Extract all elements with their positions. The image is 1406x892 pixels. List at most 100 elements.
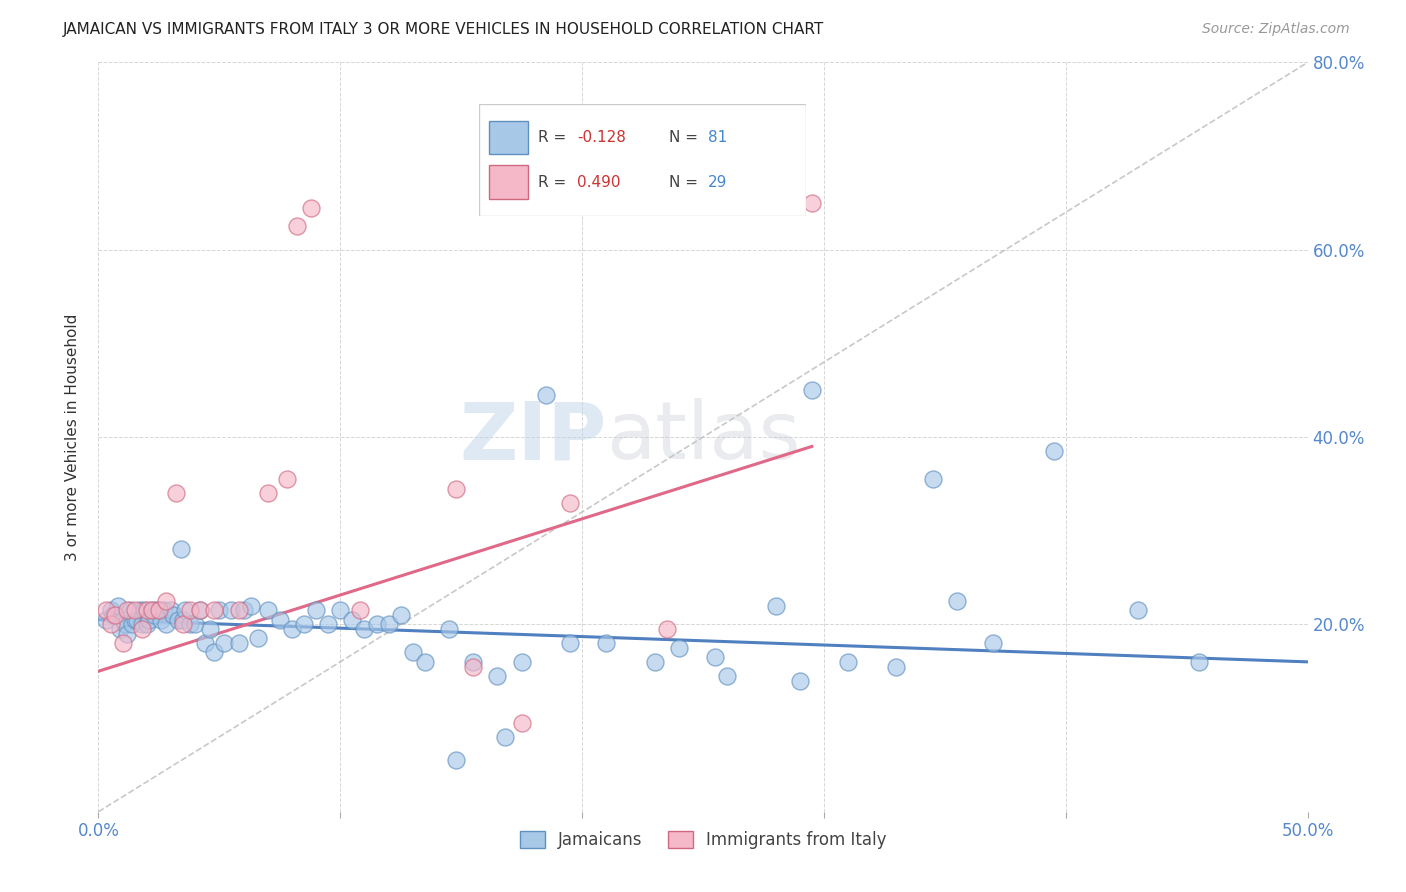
Point bbox=[704, 650, 727, 665]
Point bbox=[558, 496, 581, 510]
Point bbox=[437, 622, 460, 636]
Point bbox=[145, 603, 167, 617]
Point bbox=[946, 594, 969, 608]
Point bbox=[789, 673, 811, 688]
Point bbox=[305, 603, 328, 617]
Point bbox=[510, 715, 533, 730]
Point bbox=[1128, 603, 1150, 617]
Y-axis label: 3 or more Vehicles in Household: 3 or more Vehicles in Household bbox=[65, 313, 80, 561]
Point bbox=[184, 617, 207, 632]
Point bbox=[135, 603, 157, 617]
Point bbox=[114, 617, 136, 632]
Point bbox=[247, 632, 270, 646]
Point bbox=[281, 622, 304, 636]
Point bbox=[100, 617, 122, 632]
Point bbox=[174, 603, 197, 617]
Point bbox=[342, 613, 364, 627]
Point bbox=[124, 613, 146, 627]
Point bbox=[413, 655, 436, 669]
Point bbox=[162, 608, 184, 623]
Point bbox=[256, 603, 278, 617]
Point bbox=[141, 603, 163, 617]
Point bbox=[299, 201, 322, 215]
Point bbox=[837, 655, 859, 669]
Point bbox=[188, 603, 211, 617]
Point bbox=[921, 472, 943, 486]
Point bbox=[121, 617, 143, 632]
Point bbox=[1042, 444, 1064, 458]
Point bbox=[94, 613, 117, 627]
Point bbox=[232, 603, 254, 617]
Point bbox=[160, 603, 183, 617]
Point bbox=[198, 622, 221, 636]
Point bbox=[152, 603, 174, 617]
Point bbox=[101, 608, 124, 623]
Point bbox=[644, 655, 666, 669]
Point bbox=[118, 603, 141, 617]
Point bbox=[94, 603, 117, 617]
Point bbox=[117, 626, 139, 640]
Point bbox=[316, 617, 339, 632]
Point bbox=[135, 617, 157, 632]
Point bbox=[167, 613, 190, 627]
Point bbox=[212, 636, 235, 650]
Point bbox=[204, 603, 226, 617]
Point bbox=[169, 542, 191, 557]
Point bbox=[292, 617, 315, 632]
Point bbox=[148, 603, 170, 617]
Point bbox=[100, 603, 122, 617]
Point bbox=[127, 613, 149, 627]
Point bbox=[800, 195, 823, 210]
Point bbox=[228, 603, 250, 617]
Point bbox=[239, 599, 262, 613]
Point bbox=[558, 636, 581, 650]
Point bbox=[800, 384, 823, 398]
Point bbox=[165, 486, 187, 500]
Point bbox=[886, 659, 908, 673]
Point bbox=[981, 636, 1004, 650]
Point bbox=[486, 669, 509, 683]
Point bbox=[131, 622, 153, 636]
Text: ZIP: ZIP bbox=[458, 398, 606, 476]
Point bbox=[446, 753, 468, 767]
Point bbox=[108, 622, 131, 636]
Point bbox=[148, 603, 170, 617]
Text: JAMAICAN VS IMMIGRANTS FROM ITALY 3 OR MORE VEHICLES IN HOUSEHOLD CORRELATION CH: JAMAICAN VS IMMIGRANTS FROM ITALY 3 OR M… bbox=[63, 22, 824, 37]
Point bbox=[188, 603, 211, 617]
Point bbox=[150, 613, 173, 627]
Point bbox=[446, 482, 468, 496]
Point bbox=[353, 622, 375, 636]
Point bbox=[1188, 655, 1211, 669]
Point bbox=[124, 603, 146, 617]
Point bbox=[510, 655, 533, 669]
Point bbox=[104, 608, 127, 623]
Point bbox=[366, 617, 388, 632]
Point bbox=[111, 613, 134, 627]
Point bbox=[494, 730, 516, 744]
Point bbox=[179, 617, 201, 632]
Point bbox=[179, 603, 201, 617]
Point bbox=[172, 617, 194, 632]
Point bbox=[276, 472, 298, 486]
Point bbox=[228, 636, 250, 650]
Point bbox=[117, 603, 139, 617]
Point bbox=[463, 659, 485, 673]
Point bbox=[716, 669, 738, 683]
Point bbox=[131, 617, 153, 632]
Point bbox=[155, 617, 177, 632]
Point bbox=[155, 594, 177, 608]
Point bbox=[329, 603, 352, 617]
Point bbox=[655, 622, 678, 636]
Point bbox=[377, 617, 399, 632]
Point bbox=[349, 603, 371, 617]
Point bbox=[285, 219, 308, 234]
Point bbox=[128, 603, 150, 617]
Point bbox=[194, 636, 217, 650]
Point bbox=[138, 613, 160, 627]
Point bbox=[595, 636, 617, 650]
Point bbox=[172, 613, 194, 627]
Point bbox=[111, 636, 134, 650]
Point bbox=[208, 603, 231, 617]
Point bbox=[463, 655, 485, 669]
Text: Source: ZipAtlas.com: Source: ZipAtlas.com bbox=[1202, 22, 1350, 37]
